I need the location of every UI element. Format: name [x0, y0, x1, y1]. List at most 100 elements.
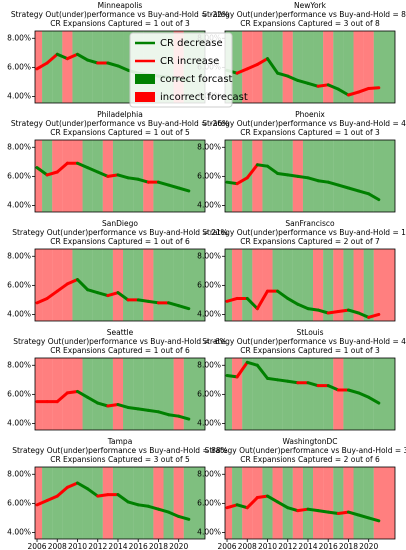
cr-segment [35, 498, 49, 507]
cr-segment [245, 496, 259, 510]
cr-segment [55, 52, 69, 61]
forecast-band [282, 467, 293, 539]
forecast-band [343, 467, 354, 539]
panel-subtitle: CR Expansions Captured = 1 out of 3 [240, 346, 380, 355]
cr-segment [346, 186, 361, 193]
cr-segment [76, 161, 90, 170]
y-tick-label: 4.00% [7, 309, 31, 318]
forecast-band [72, 358, 83, 430]
y-tick-label: 4.00% [7, 418, 31, 427]
forecast-band [133, 140, 144, 212]
cr-segment [35, 296, 49, 305]
cr-segment [167, 413, 181, 418]
forecast-band [42, 31, 53, 103]
cr-segment [76, 481, 90, 491]
forecast-band [92, 467, 103, 539]
forecast-band [292, 31, 303, 103]
cr-segment [106, 173, 120, 178]
cr-segment [136, 503, 150, 508]
forecast-band [282, 31, 293, 103]
forecast-band [35, 249, 43, 321]
forecast-band [42, 358, 53, 430]
forecast-band [323, 31, 334, 103]
cr-segment [116, 64, 130, 72]
forecast-band [232, 358, 243, 430]
forecast-band [272, 31, 283, 103]
panel-title: Tampa [107, 437, 133, 446]
y-tick-label: 6.00% [7, 389, 31, 398]
forecast-band [143, 358, 154, 430]
forecast-band [72, 249, 83, 321]
forecast-band [173, 358, 184, 430]
cr-segment [336, 87, 350, 97]
cr-segment [266, 164, 280, 175]
cr-segment [367, 192, 381, 202]
x-tick-label: 2016 [129, 542, 148, 550]
forecast-band [183, 467, 205, 539]
forecast-band [333, 140, 344, 212]
forecast-band [232, 140, 243, 212]
legend-label: CR increase [160, 56, 219, 67]
forecast-band [363, 467, 374, 539]
cr-segment [225, 296, 239, 303]
x-tick-label: 2010 [68, 542, 87, 550]
panel-subtitle: Strategy Out(under)performance vs Buy-an… [202, 119, 406, 128]
x-tick-label: 2014 [108, 542, 127, 550]
cr-segment [357, 86, 371, 94]
forecast-band [313, 249, 324, 321]
x-tick-label: 2008 [238, 542, 257, 550]
cr-segment [76, 278, 90, 292]
forecast-band [252, 467, 263, 539]
forecast-band [133, 467, 144, 539]
forecast-band [92, 140, 103, 212]
y-tick-label: 4.00% [197, 309, 221, 318]
forecast-band [373, 358, 395, 430]
cr-segment [367, 86, 381, 90]
cr-segment [167, 510, 181, 518]
cr-segment [316, 83, 330, 88]
forecast-band [242, 249, 253, 321]
cr-segment [306, 81, 320, 88]
cr-segment [96, 291, 110, 298]
cr-segment [326, 180, 340, 187]
y-tick-label: 6.00% [7, 62, 31, 71]
forecast-band [333, 358, 344, 430]
panel-title: Seattle [107, 328, 134, 337]
panel-subtitle: CR Expansions Captured = 1 out of 3 [240, 128, 380, 137]
cr-segment [177, 304, 191, 311]
forecast-band [272, 249, 283, 321]
y-tick-label: 6.00% [7, 171, 31, 180]
x-tick-label: 2018 [339, 542, 358, 550]
x-tick-label: 2012 [278, 542, 297, 550]
cr-segment [286, 379, 300, 385]
forecast-band [52, 249, 63, 321]
forecast-band [252, 31, 263, 103]
y-tick-label: 8.00% [197, 142, 221, 151]
forecast-band [232, 31, 243, 103]
cr-segment [245, 296, 259, 311]
forecast-band [163, 358, 174, 430]
panel-title: Philadelphia [97, 110, 143, 119]
y-tick-label: 4.00% [197, 200, 221, 209]
forecast-band [323, 140, 334, 212]
cr-segment [225, 503, 239, 510]
panel-subtitle: Strategy Out(under)performance vs Buy-an… [202, 337, 406, 346]
panel-title: StLouis [296, 328, 323, 337]
forecast-band [302, 358, 314, 430]
forecast-band [42, 249, 53, 321]
forecast-band [225, 467, 233, 539]
forecast-band [133, 249, 144, 321]
cr-segment [255, 363, 269, 380]
cr-segment [106, 403, 120, 408]
y-tick-label: 4.00% [7, 527, 31, 536]
panel-title: Phoenix [295, 110, 325, 119]
y-tick-label: 6.00% [197, 389, 221, 398]
forecast-band [313, 31, 324, 103]
cr-segment [336, 510, 350, 516]
cr-segment [126, 500, 140, 507]
forecast-band [82, 467, 93, 539]
cr-segment [86, 395, 100, 405]
